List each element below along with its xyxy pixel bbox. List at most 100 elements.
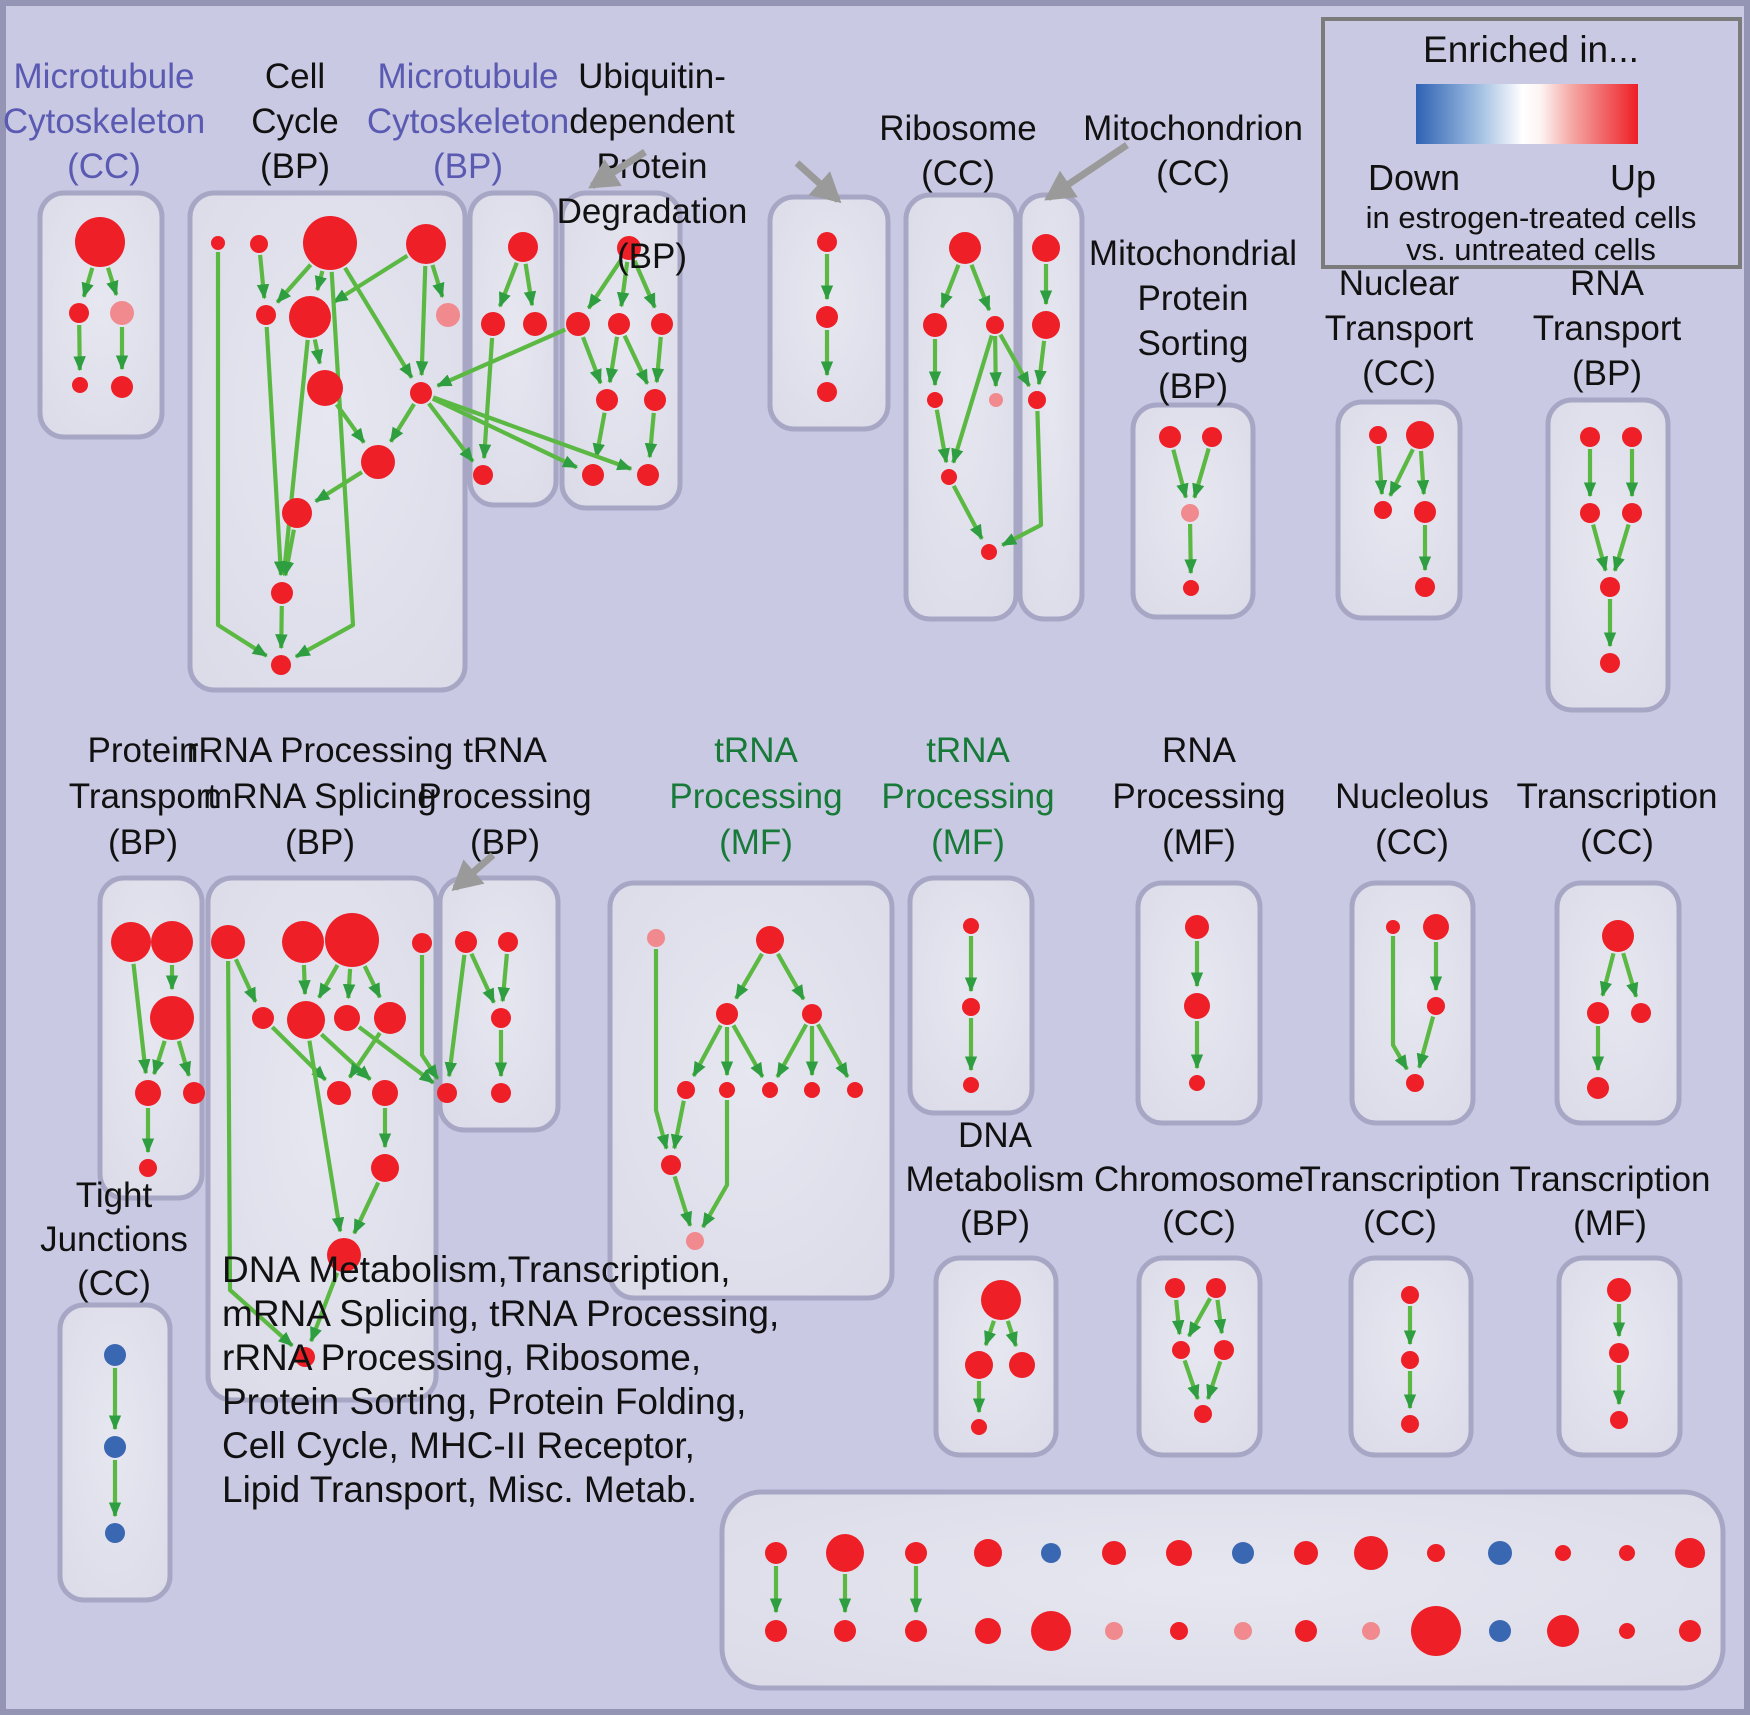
cluster-label-protein-transport-bp: Protein Transport (BP) xyxy=(69,731,218,862)
cluster-label-rrna-processing-mrna-splicing-bp: rRNA Processing mRNA Splicing (BP) xyxy=(187,731,453,862)
go-term-node xyxy=(139,1159,157,1177)
edge-arrow xyxy=(314,270,327,292)
go-term-node xyxy=(1166,1540,1192,1566)
cluster-label-line: Ubiquitin- xyxy=(578,57,726,96)
go-term-node xyxy=(282,498,312,528)
cluster-label-line: Microtubule xyxy=(14,57,195,96)
cluster-label-line: (CC) xyxy=(1162,1204,1236,1243)
go-term-node xyxy=(1294,1541,1318,1565)
cluster-label-line: (BP) xyxy=(960,1204,1030,1243)
go-term-node xyxy=(1401,1351,1419,1369)
edge-arrow xyxy=(314,470,364,504)
go-term-node xyxy=(1105,1622,1123,1640)
cluster-label-line: Degradation xyxy=(557,192,748,231)
legend-down-label: Down xyxy=(1368,157,1460,198)
go-term-node xyxy=(334,1005,360,1031)
go-term-node xyxy=(1427,997,1445,1015)
go-term-node xyxy=(804,1082,820,1098)
cluster-label-line: DNA xyxy=(958,1116,1033,1155)
cluster-label-line: (MF) xyxy=(931,823,1005,862)
cluster-label-line: (CC) xyxy=(1362,354,1436,393)
go-term-node xyxy=(963,1077,979,1093)
go-term-node xyxy=(762,1082,778,1098)
cluster-label-line: (BP) xyxy=(260,147,330,186)
cluster-label-line: dependent xyxy=(569,102,735,141)
cluster-label-line: rRNA Processing xyxy=(187,731,453,770)
label-pointer-arrow xyxy=(451,852,496,891)
go-term-node xyxy=(1607,1278,1631,1302)
edge-arrow xyxy=(651,336,665,384)
edge-arrow xyxy=(672,1175,693,1227)
cluster-label-microtubule-cytoskeleton-bp: Microtubule Cytoskeleton (BP) xyxy=(367,57,569,186)
go-term-node xyxy=(1206,1278,1226,1298)
edge-arrow xyxy=(1388,448,1415,497)
go-term-node xyxy=(491,1083,511,1103)
cluster-label-line: Processing xyxy=(881,777,1054,816)
go-term-node xyxy=(412,933,432,953)
edge-arrow xyxy=(1005,1320,1018,1348)
edge-arrow xyxy=(432,395,633,471)
edge-arrow xyxy=(152,1040,167,1076)
go-term-node xyxy=(1610,1411,1628,1429)
go-term-node xyxy=(1214,1340,1234,1360)
go-term-node xyxy=(1489,1620,1511,1642)
go-term-node xyxy=(1602,920,1634,952)
go-term-node xyxy=(941,469,957,485)
go-term-node xyxy=(963,918,979,934)
edge-arrow xyxy=(362,965,382,999)
edge-arrow xyxy=(275,263,313,304)
cluster-label-line: Nuclear xyxy=(1339,264,1460,303)
edge-arrow xyxy=(776,952,806,1001)
go-term-node xyxy=(802,1004,822,1024)
edge-arrow xyxy=(415,265,429,377)
cluster-label-microtubule-cytoskeleton-cc: Microtubule Cytoskeleton (CC) xyxy=(3,57,205,186)
go-term-node xyxy=(1102,1541,1126,1565)
cluster-label-line: Transport xyxy=(69,777,218,816)
cluster-label-transcription-mf-bottom: Transcription (MF) xyxy=(1510,1160,1711,1243)
cluster-label-line: (BP) xyxy=(617,237,687,276)
go-term-node xyxy=(303,216,357,270)
edge-arrow xyxy=(436,327,567,388)
edge-arrow xyxy=(444,954,467,1078)
edge-arrow xyxy=(734,952,764,1000)
go-term-node xyxy=(1600,577,1620,597)
go-term-node xyxy=(817,382,837,402)
go-term-node xyxy=(361,445,395,479)
go-term-node xyxy=(1401,1286,1419,1304)
go-term-node xyxy=(716,1003,738,1025)
go-term-node xyxy=(135,1080,161,1106)
legend-subtitle-1: in estrogen-treated cells xyxy=(1366,200,1697,235)
misc-terms-note-line: rRNA Processing, Ribosome, xyxy=(222,1337,701,1378)
go-term-node xyxy=(1234,1622,1252,1640)
cluster-label-line: Mitochondrion xyxy=(1083,109,1303,148)
go-term-node xyxy=(183,1082,205,1104)
edge-arrow xyxy=(1416,450,1430,496)
cluster-label-line: tRNA xyxy=(714,731,798,770)
go-term-node xyxy=(962,998,980,1016)
go-term-node xyxy=(608,313,630,335)
edge-arrow xyxy=(317,964,340,999)
cluster-label-line: Transport xyxy=(1533,309,1682,348)
go-term-node xyxy=(923,313,947,337)
go-term-node xyxy=(1295,1620,1317,1642)
go-term-node xyxy=(981,1280,1021,1320)
edge-arrow xyxy=(73,324,86,372)
edge-arrow xyxy=(1390,936,1409,1071)
edge-arrow xyxy=(816,1023,850,1078)
edge-arrow xyxy=(775,1023,809,1078)
edge-arrow xyxy=(983,1320,997,1347)
go-term-node xyxy=(905,1620,927,1642)
go-term-node xyxy=(765,1542,787,1564)
go-term-node xyxy=(1427,1544,1445,1562)
edge-arrow xyxy=(310,339,324,365)
go-term-node xyxy=(1009,1352,1035,1378)
edge-arrow xyxy=(951,334,994,464)
edge-arrow xyxy=(934,409,950,464)
cluster-label-line: Nucleolus xyxy=(1335,777,1489,816)
cluster-label-line: (CC) xyxy=(1580,823,1654,862)
go-term-node xyxy=(327,1238,361,1272)
cluster-label-tight-junctions-cc: Tight Junctions (CC) xyxy=(40,1176,188,1303)
cluster-label-line: RNA xyxy=(1570,264,1645,303)
go-term-node xyxy=(211,925,245,959)
